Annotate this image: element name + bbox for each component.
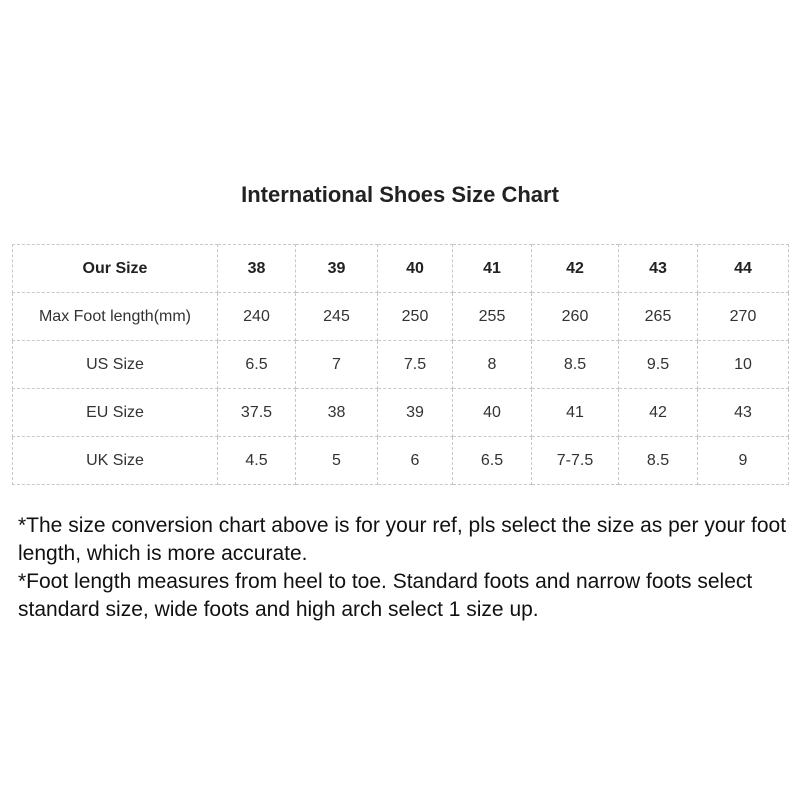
table-cell: 9.5 <box>618 340 698 389</box>
table-cell: 7-7.5 <box>531 436 619 485</box>
table-cell: 270 <box>697 292 789 341</box>
table-cell: 39 <box>295 244 378 293</box>
table-cell: 6.5 <box>217 340 296 389</box>
row-label: UK Size <box>12 436 218 485</box>
table-cell: 44 <box>697 244 789 293</box>
table-cell: 6 <box>377 436 453 485</box>
table-cell: 37.5 <box>217 388 296 437</box>
row-label: US Size <box>12 340 218 389</box>
table-cell: 245 <box>295 292 378 341</box>
table-cell: 39 <box>377 388 453 437</box>
table-cell: 42 <box>618 388 698 437</box>
table-cell: 5 <box>295 436 378 485</box>
table-cell: 8.5 <box>531 340 619 389</box>
table-cell: 41 <box>452 244 532 293</box>
table-cell: 8.5 <box>618 436 698 485</box>
row-label: EU Size <box>12 388 218 437</box>
table-cell: 255 <box>452 292 532 341</box>
header-row: Our Size 38 39 40 41 42 43 44 <box>12 244 789 293</box>
note-size-reference: *The size conversion chart above is for … <box>18 514 787 565</box>
table-row: UK Size 4.5 5 6 6.5 7-7.5 8.5 9 <box>12 436 789 485</box>
size-table: Our Size 38 39 40 41 42 43 44 Max Foot length(mm… <box>12 244 789 485</box>
table-cell: 43 <box>618 244 698 293</box>
note-foot-length: *Foot length measures from heel to toe. … <box>18 570 753 621</box>
table-cell: 41 <box>531 388 619 437</box>
table-cell: 38 <box>295 388 378 437</box>
chart-title: International Shoes Size Chart <box>241 182 559 207</box>
row-label: Our Size <box>12 244 218 293</box>
table-row: EU Size 37.5 38 39 40 41 42 43 <box>12 388 789 437</box>
table-cell: 7.5 <box>377 340 453 389</box>
table-cell: 7 <box>295 340 378 389</box>
notes: *The size conversion chart above is for … <box>18 512 798 624</box>
table-cell: 260 <box>531 292 619 341</box>
table-cell: 40 <box>452 388 532 437</box>
row-label: Max Foot length(mm) <box>12 292 218 341</box>
table-cell: 38 <box>217 244 296 293</box>
table-cell: 6.5 <box>452 436 532 485</box>
table-cell: 265 <box>618 292 698 341</box>
table-cell: 240 <box>217 292 296 341</box>
table-row: Max Foot length(mm) 240 245 250 255 260 265 270 <box>12 292 789 341</box>
table-cell: 40 <box>377 244 453 293</box>
table-cell: 10 <box>697 340 789 389</box>
table-cell: 250 <box>377 292 453 341</box>
table-cell: 9 <box>697 436 789 485</box>
table-cell: 43 <box>697 388 789 437</box>
table-row: US Size 6.5 7 7.5 8 8.5 9.5 10 <box>12 340 789 389</box>
table-cell: 8 <box>452 340 532 389</box>
table-cell: 42 <box>531 244 619 293</box>
table-cell: 4.5 <box>217 436 296 485</box>
